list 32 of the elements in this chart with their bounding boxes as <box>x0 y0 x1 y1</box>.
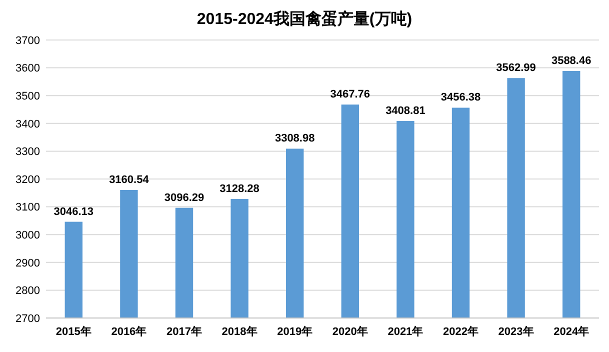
data-label: 3408.81 <box>386 104 426 117</box>
y-tick-label: 2700 <box>16 312 40 325</box>
y-tick-label: 3300 <box>16 146 40 158</box>
x-tick-label: 2023年 <box>498 325 534 338</box>
x-tick-label: 2018年 <box>222 325 258 338</box>
x-tick-label: 2024年 <box>554 325 590 338</box>
x-tick-label: 2020年 <box>332 325 368 338</box>
x-tick-label: 2021年 <box>388 325 424 338</box>
data-label: 3456.38 <box>440 92 481 104</box>
y-tick-label: 3600 <box>16 62 40 75</box>
data-label: 3467.76 <box>330 88 370 101</box>
data-label: 3096.29 <box>164 192 204 204</box>
y-tick-label: 2800 <box>16 285 40 298</box>
data-label: 3308.98 <box>274 132 315 145</box>
y-tick-label: 3100 <box>16 202 40 214</box>
data-label: 3588.46 <box>551 55 592 68</box>
data-label: 3562.99 <box>496 62 536 74</box>
y-tick-label: 3500 <box>16 90 40 102</box>
x-tick-label: 2016年 <box>111 325 147 338</box>
x-tick-label: 2017年 <box>166 325 202 338</box>
x-tick-label: 2015年 <box>56 325 92 338</box>
x-tick-label: 2022年 <box>443 325 478 338</box>
y-tick-label: 3000 <box>16 229 40 242</box>
y-tick-label: 3700 <box>16 34 40 47</box>
chart-title: 2015-2024我国禽蛋产量(万吨) <box>196 10 412 28</box>
x-tick-label: 2019年 <box>277 325 313 338</box>
y-tick-label: 3200 <box>16 174 40 186</box>
y-tick-label: 3400 <box>16 118 40 130</box>
y-tick-label: 2900 <box>16 257 40 270</box>
data-label: 3046.13 <box>54 206 94 218</box>
data-label: 3160.54 <box>109 174 150 186</box>
data-label: 3128.28 <box>220 182 260 195</box>
